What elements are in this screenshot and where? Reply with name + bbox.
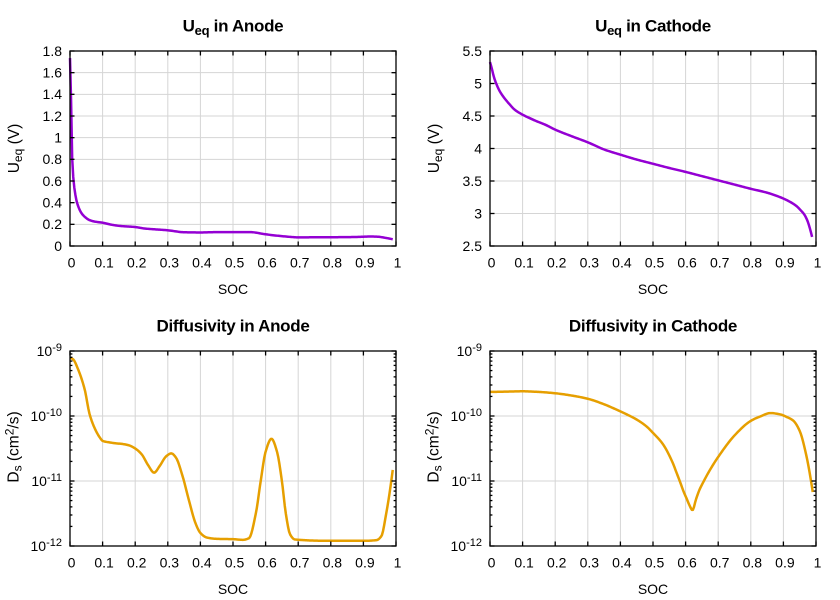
svg-text:1.6: 1.6 [43,64,63,80]
svg-text:3.5: 3.5 [463,173,483,189]
svg-text:0.8: 0.8 [743,255,763,271]
svg-text:0.1: 0.1 [94,255,114,271]
svg-text:0.2: 0.2 [547,255,567,271]
svg-text:0.5: 0.5 [645,255,665,271]
svg-text:1.8: 1.8 [43,43,63,59]
svg-text:SOC: SOC [638,281,668,297]
svg-text:0.4: 0.4 [43,194,63,210]
svg-text:0.5: 0.5 [225,555,245,571]
svg-text:0.4: 0.4 [612,555,632,571]
svg-text:0.6: 0.6 [677,555,697,571]
svg-text:0.8: 0.8 [743,555,763,571]
svg-text:5: 5 [474,75,482,91]
svg-text:0.4: 0.4 [192,255,212,271]
svg-text:Ds (cm2/s): Ds (cm2/s) [2,411,24,482]
svg-text:0.1: 0.1 [514,555,534,571]
svg-text:4: 4 [474,140,482,156]
svg-text:4.5: 4.5 [463,108,483,124]
svg-text:0.9: 0.9 [355,255,375,271]
svg-text:0.2: 0.2 [43,216,63,232]
svg-text:1: 1 [814,255,822,271]
svg-text:0: 0 [488,255,496,271]
svg-text:SOC: SOC [218,581,248,597]
svg-text:1.2: 1.2 [43,108,63,124]
svg-text:0.8: 0.8 [323,255,343,271]
svg-text:0.1: 0.1 [94,555,114,571]
svg-text:0.7: 0.7 [710,555,730,571]
svg-text:0.6: 0.6 [257,555,277,571]
svg-text:Diffusivity in Cathode: Diffusivity in Cathode [569,317,737,336]
svg-text:0.3: 0.3 [580,555,600,571]
svg-text:0.7: 0.7 [290,255,310,271]
svg-text:0.3: 0.3 [160,255,180,271]
svg-text:0.1: 0.1 [514,255,534,271]
svg-text:Diffusivity in Anode: Diffusivity in Anode [157,317,310,336]
svg-text:1: 1 [814,555,822,571]
svg-text:2.5: 2.5 [463,238,483,254]
svg-text:0.6: 0.6 [43,173,63,189]
svg-text:0.2: 0.2 [127,255,147,271]
svg-text:0.6: 0.6 [677,255,697,271]
svg-text:0: 0 [54,238,62,254]
svg-text:1: 1 [54,129,62,145]
svg-text:3: 3 [474,205,482,221]
svg-text:0.7: 0.7 [290,555,310,571]
svg-text:0.6: 0.6 [257,255,277,271]
svg-text:0.7: 0.7 [710,255,730,271]
svg-text:0.4: 0.4 [192,555,212,571]
svg-text:Ueq (V): Ueq (V) [426,124,445,174]
svg-text:SOC: SOC [218,281,248,297]
svg-text:1: 1 [394,255,402,271]
svg-text:0.5: 0.5 [225,255,245,271]
svg-text:0.2: 0.2 [127,555,147,571]
svg-text:0: 0 [68,255,76,271]
svg-text:0.8: 0.8 [323,555,343,571]
svg-text:0.4: 0.4 [612,255,632,271]
svg-text:0.3: 0.3 [580,255,600,271]
svg-text:0.9: 0.9 [775,555,795,571]
svg-text:Ds (cm2/s): Ds (cm2/s) [422,411,444,482]
svg-text:0.5: 0.5 [645,555,665,571]
svg-text:0.2: 0.2 [547,555,567,571]
svg-text:0: 0 [68,555,76,571]
svg-text:Ueq (V): Ueq (V) [6,124,25,174]
svg-text:1.4: 1.4 [43,86,63,102]
svg-text:5.5: 5.5 [463,43,483,59]
svg-text:0.8: 0.8 [43,151,63,167]
svg-text:0.9: 0.9 [355,555,375,571]
svg-text:SOC: SOC [638,581,668,597]
svg-text:0.3: 0.3 [160,555,180,571]
svg-text:1: 1 [394,555,402,571]
svg-text:Ueq in Cathode: Ueq in Cathode [595,17,711,39]
svg-text:0: 0 [488,555,496,571]
svg-text:0.9: 0.9 [775,255,795,271]
